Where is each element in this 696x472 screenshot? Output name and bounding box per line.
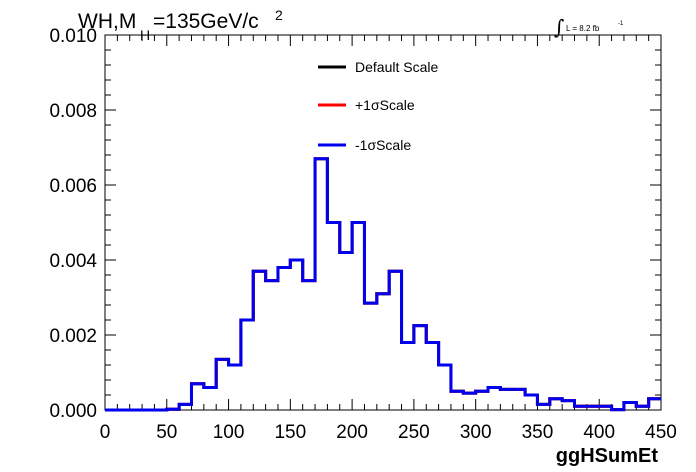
series-plus1sigma-scale xyxy=(105,157,661,412)
x-tick-label: 100 xyxy=(213,422,245,443)
x-tick-label: 300 xyxy=(460,422,492,443)
plot-frame xyxy=(104,34,662,411)
legend-label-plus1sigma: +1σScale xyxy=(355,97,415,113)
y-tick-label: 0.006 xyxy=(49,176,97,197)
lumi-superscript: -1 xyxy=(618,21,624,27)
x-tick-label: 150 xyxy=(274,422,306,443)
series-minus1sigma-scale xyxy=(105,157,661,412)
x-tick-label: 50 xyxy=(156,422,177,443)
chart-title-part1: WH,M xyxy=(78,10,136,33)
x-tick-label: 250 xyxy=(398,422,430,443)
x-tick-label: 0 xyxy=(100,422,111,443)
chart-title-part2: =135GeV/c xyxy=(153,10,259,33)
integral-sign-icon: ∫ xyxy=(554,15,564,39)
y-tick-label: 0.000 xyxy=(49,401,97,422)
legend-label-minus1sigma: -1σScale xyxy=(355,137,411,153)
axes: 0 50 100 150 200 250 300 350 400 450 0.000 0.002 0.0… xyxy=(49,26,676,443)
y-tick-label: 0.010 xyxy=(49,26,97,47)
x-axis-label: ggHSumEt xyxy=(556,445,659,467)
y-tick-label: 0.004 xyxy=(49,251,97,272)
x-tick-label: 200 xyxy=(336,422,368,443)
lumi-label: L = 8.2 fb xyxy=(566,24,600,33)
x-tick-label: 450 xyxy=(645,422,677,443)
chart-title-superscript: 2 xyxy=(275,7,283,23)
x-tick-label: 400 xyxy=(583,422,615,443)
series-group xyxy=(105,157,661,412)
y-tick-label: 0.008 xyxy=(49,101,97,122)
legend-label-default: Default Scale xyxy=(355,59,438,75)
x-tick-label: 350 xyxy=(522,422,554,443)
legend: Default Scale +1σScale -1σScale xyxy=(318,59,438,153)
series-default-scale xyxy=(105,157,661,412)
y-tick-label: 0.002 xyxy=(49,326,97,347)
